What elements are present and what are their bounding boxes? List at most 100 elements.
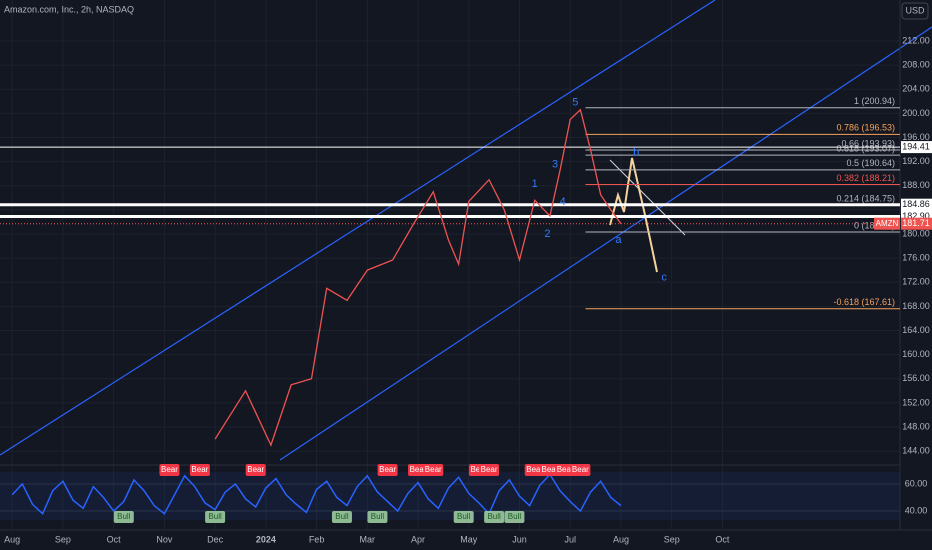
signal-box (408, 464, 429, 476)
x-tick-label: Sep (55, 534, 71, 544)
wave-label: 4 (560, 196, 566, 208)
signal-label: Bear (379, 465, 396, 474)
projection (609, 157, 658, 273)
x-tick-label: Mar (360, 534, 376, 544)
signal-box (159, 464, 180, 476)
currency[interactable]: USD (905, 5, 925, 15)
signal-label: Bear (161, 465, 178, 474)
signal-box (479, 464, 500, 476)
price-tag-label: 184.86 (902, 199, 930, 209)
x-tick-label: Sep (664, 534, 680, 544)
y-tick-label: 60.00 (905, 478, 928, 488)
signal-label: Bear (191, 465, 208, 474)
indicator-band (0, 472, 900, 520)
price-tag (901, 141, 932, 154)
wave-label: 2 (544, 228, 550, 240)
signal-label: Bear (541, 465, 558, 474)
y-tick-label: 172.00 (902, 277, 930, 287)
signal-box (453, 511, 474, 523)
signal-label: Bear (572, 465, 589, 474)
x-tick-label: Nov (156, 534, 173, 544)
wave-label: a (615, 234, 622, 246)
y-tick-label: 192.00 (902, 156, 930, 166)
signal-label: Bull (208, 512, 222, 521)
channel-upper (0, 0, 716, 456)
signal-label: Bull (487, 512, 501, 521)
signal-box (570, 464, 591, 476)
fib-label: -0.618 (167.61) (833, 297, 895, 307)
signal-label: Bear (410, 465, 427, 474)
signal-box (113, 511, 134, 523)
y-tick-label: 204.00 (902, 84, 930, 94)
signal-box (504, 511, 525, 523)
y-tick-label: 176.00 (902, 253, 930, 263)
fib-label: 0.214 (184.75) (836, 194, 895, 204)
x-tick-label: Aug (4, 534, 20, 544)
signal-label: Bull (508, 512, 522, 521)
wave-label: 5 (572, 96, 578, 108)
y-tick-label: 200.00 (902, 108, 930, 118)
x-tick-label: May (460, 534, 478, 544)
signal-box (331, 511, 352, 523)
signal-label: Bear (425, 465, 442, 474)
wave-label: 1 (532, 178, 538, 190)
signal-label: Bull (335, 512, 349, 521)
signal-label: Bear (557, 465, 574, 474)
fib-label: 0.618 (193.07) (836, 144, 895, 154)
fib-label: 0.382 (188.21) (836, 173, 895, 183)
signal-box (245, 464, 266, 476)
signal-box (367, 511, 388, 523)
price-tag-label: 181.71 (902, 218, 930, 228)
signal-label: Bull (371, 512, 385, 521)
y-tick-label: 144.00 (902, 446, 930, 456)
y-tick-label: 148.00 (902, 421, 930, 431)
channel-lower (279, 26, 932, 461)
signal-box (205, 511, 226, 523)
x-tick-label: Oct (107, 534, 122, 544)
signal-label: Bull (117, 512, 131, 521)
x-tick-label: 2024 (256, 534, 276, 544)
y-tick-label: 152.00 (902, 397, 930, 407)
signal-box (539, 464, 560, 476)
fib-label: 0.66 (193.93) (841, 138, 895, 148)
price-tag (901, 217, 932, 230)
signal-box (377, 464, 398, 476)
symbol-tag-label: AMZN (876, 219, 899, 228)
y-tick-label: 188.00 (902, 180, 930, 190)
y-tick-label: 160.00 (902, 349, 930, 359)
signal-box (423, 464, 444, 476)
series-line (214, 108, 622, 447)
x-tick-label: Dec (207, 534, 224, 544)
signal-box (524, 464, 545, 476)
signal-label: Bear (247, 465, 264, 474)
trend-line (609, 159, 686, 236)
y-tick-label: 168.00 (902, 301, 930, 311)
y-tick-label: 212.00 (902, 35, 930, 45)
y-tick-label: 196.00 (902, 132, 930, 142)
y-tick-label: 180.00 (902, 228, 930, 238)
signal-label: Bear (526, 465, 543, 474)
y-tick-label: 156.00 (902, 373, 930, 383)
y-tick-label: 208.00 (902, 60, 930, 70)
signal-box (555, 464, 576, 476)
wave-label: 3 (552, 159, 558, 171)
price-tag (901, 198, 932, 211)
signal-label: Bear (481, 465, 498, 474)
price-tag-label: 182.90 (902, 211, 930, 221)
x-tick-label: Jun (512, 534, 527, 544)
currency-box[interactable] (901, 2, 929, 20)
grid (0, 0, 900, 530)
fib-label: 0.786 (196.53) (836, 123, 895, 133)
x-tick-label: Jul (564, 534, 576, 544)
signal-label: Bull (457, 512, 471, 521)
y-tick-label: 164.00 (902, 325, 930, 335)
price-tag-label: 194.41 (902, 141, 930, 151)
fib-label: 1 (200.94) (854, 96, 895, 106)
x-tick-label: Apr (411, 534, 425, 544)
y-tick-label: 40.00 (905, 505, 928, 515)
fib-label: 0.5 (190.64) (846, 158, 895, 168)
wave-label: b (633, 146, 639, 158)
signal-box (189, 464, 210, 476)
